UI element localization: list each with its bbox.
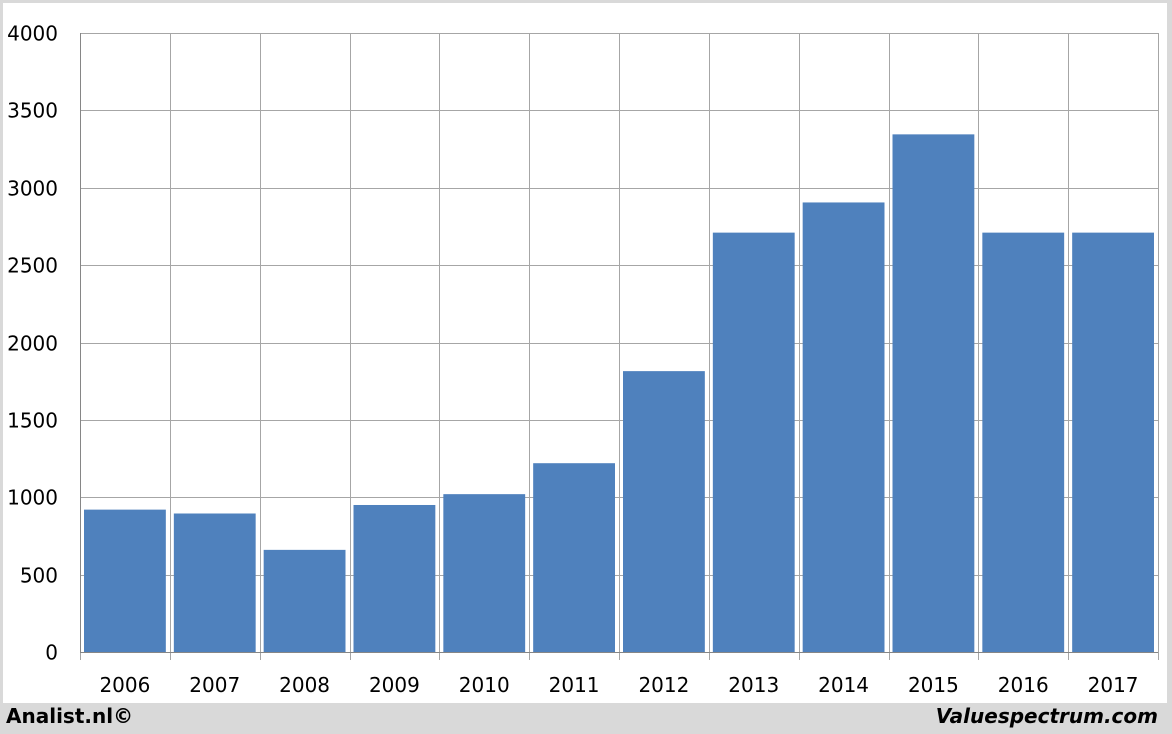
bar bbox=[443, 494, 526, 652]
x-tick-label: 2010 bbox=[459, 673, 510, 697]
y-tick-label: 3500 bbox=[7, 99, 58, 123]
bar bbox=[533, 463, 615, 652]
y-tick-label: 500 bbox=[20, 564, 58, 588]
footer-right-credit: Valuespectrum.com bbox=[935, 704, 1158, 728]
bar bbox=[982, 232, 1065, 652]
bar bbox=[173, 513, 256, 652]
x-tick-label: 2016 bbox=[998, 673, 1049, 697]
bar bbox=[1072, 232, 1154, 652]
x-tick-label: 2006 bbox=[99, 673, 150, 697]
y-tick-label: 2000 bbox=[7, 332, 58, 356]
y-tick-label: 3000 bbox=[7, 177, 58, 201]
bar bbox=[802, 202, 885, 653]
x-tick-label: 2008 bbox=[279, 673, 330, 697]
x-tick-label: 2011 bbox=[549, 673, 600, 697]
bar bbox=[263, 549, 346, 652]
x-tick-label: 2015 bbox=[908, 673, 959, 697]
y-tick-label: 1000 bbox=[7, 486, 58, 510]
x-tick-label: 2009 bbox=[369, 673, 420, 697]
bar bbox=[892, 134, 975, 652]
bar bbox=[84, 509, 166, 652]
x-tick-label: 2014 bbox=[818, 673, 869, 697]
bar bbox=[712, 232, 795, 652]
y-tick-label: 1500 bbox=[7, 409, 58, 433]
x-tick-label: 2017 bbox=[1088, 673, 1139, 697]
bar bbox=[353, 504, 436, 652]
x-tick-label: 2007 bbox=[189, 673, 240, 697]
y-tick-label: 2500 bbox=[7, 254, 58, 278]
footer-left-credit: Analist.nl© bbox=[6, 704, 134, 728]
x-tick-label: 2013 bbox=[728, 673, 779, 697]
bar bbox=[623, 371, 705, 652]
x-tick-label: 2012 bbox=[638, 673, 689, 697]
y-tick-label: 0 bbox=[45, 641, 58, 665]
y-tick-label: 4000 bbox=[7, 22, 58, 46]
